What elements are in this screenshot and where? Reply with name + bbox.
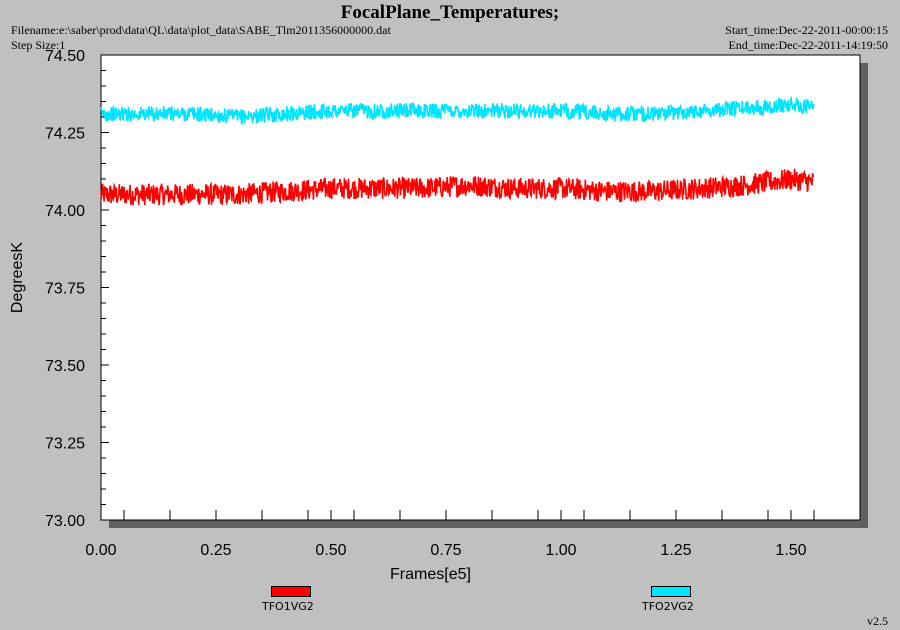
x-tick-label: 1.50 bbox=[775, 542, 806, 559]
y-tick-label: 73.25 bbox=[45, 436, 85, 453]
start-time-text: Start_time:Dec-22-2011-00:00:15 bbox=[725, 23, 888, 37]
x-tick-label: 0.50 bbox=[315, 542, 346, 559]
legend-swatch-tfo2vg2 bbox=[651, 586, 691, 597]
legend-label-tfo1vg2: TFO1VG2 bbox=[262, 600, 314, 613]
x-axis-label: Frames[e5] bbox=[390, 566, 471, 583]
end-time-text: End_time:Dec-22-2011-14:19:50 bbox=[728, 38, 888, 52]
legend-swatch-tfo1vg2 bbox=[271, 586, 311, 597]
x-tick-label: 0.75 bbox=[430, 542, 461, 559]
y-tick-label: 73.50 bbox=[45, 358, 85, 375]
y-tick-label: 73.75 bbox=[45, 281, 85, 298]
series-line-tfo1vg2 bbox=[100, 168, 815, 206]
plot-area bbox=[100, 54, 861, 521]
x-tick-label: 0.25 bbox=[200, 542, 231, 559]
series-line-tfo2vg2 bbox=[100, 95, 815, 125]
y-tick-label: 74.00 bbox=[45, 203, 85, 220]
y-axis-label: DegreesK bbox=[9, 242, 26, 313]
x-tick-label: 0.00 bbox=[85, 542, 116, 559]
y-tick-label: 74.50 bbox=[45, 48, 85, 65]
x-tick-label: 1.25 bbox=[660, 542, 691, 559]
y-tick-label: 74.25 bbox=[45, 126, 85, 143]
filename-text: Filename:e:\saber\prod\data\QL\data\plot… bbox=[11, 23, 391, 37]
y-tick-label: 73.00 bbox=[45, 513, 85, 530]
version-text: v2.5 bbox=[867, 614, 888, 628]
legend-label-tfo2vg2: TFO2VG2 bbox=[642, 600, 694, 613]
chart-title: FocalPlane_Temperatures; bbox=[340, 2, 560, 23]
step-size-text: Step Size:1 bbox=[11, 38, 66, 52]
x-tick-label: 1.00 bbox=[545, 542, 576, 559]
